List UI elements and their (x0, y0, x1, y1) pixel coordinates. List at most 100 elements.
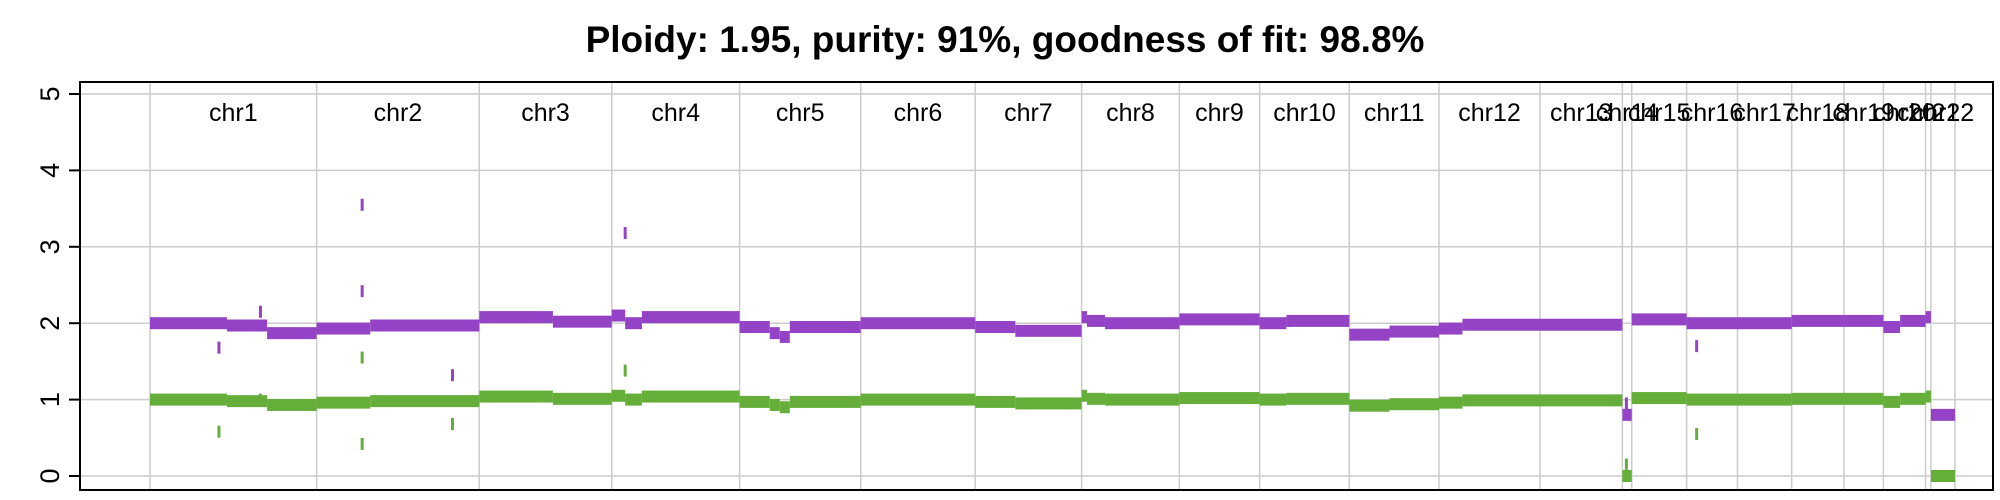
total-cn-segment (552, 315, 612, 328)
minor-cn-segment (1843, 392, 1884, 405)
minor-cn-outlier-mark (1695, 427, 1699, 440)
y-tick-label: 3 (35, 239, 65, 254)
chromosome-label: chr20 (1873, 99, 1936, 127)
minor-cn-segment (1631, 392, 1687, 405)
minor-cn-segment (226, 395, 268, 408)
total-cn-outlier-mark (451, 369, 455, 382)
total-cn-segment (1925, 311, 1931, 324)
total-cn-segment (1349, 328, 1390, 341)
chromosome-label: chr13 (1550, 99, 1613, 127)
chromosome-label: chr2 (374, 99, 423, 127)
chromosome-label: chr16 (1681, 99, 1744, 127)
total-cn-segment (625, 317, 642, 330)
minor-cn-outlier-mark (451, 418, 455, 431)
chart-title: Ploidy: 1.95, purity: 91%, goodness of f… (586, 19, 1425, 60)
total-cn-segment (150, 317, 227, 330)
total-cn-segment (1438, 322, 1463, 335)
total-cn-segment (1105, 317, 1180, 330)
total-cn-segment (267, 327, 317, 340)
minor-cn-segment (975, 395, 1016, 408)
total-cn-segment (370, 319, 480, 332)
total-cn-segment (1015, 324, 1082, 337)
axis-layer: 0 1 2 3 4 5 (35, 81, 1994, 491)
total-cn-segment (1930, 408, 1955, 421)
minor-cn-segment (1081, 389, 1087, 402)
y-tick-label: 4 (35, 163, 65, 178)
total-cn-outlier-mark (623, 227, 627, 240)
total-cn-outlier-mark (360, 285, 364, 298)
minor-cn-segment (1086, 392, 1106, 405)
chromosome-label: chr18 (1787, 99, 1850, 127)
total-cn-segment (1540, 318, 1623, 331)
minor-cn-outlier-mark (258, 393, 262, 406)
minor-cn-segment (1930, 470, 1955, 482)
total-cn-segment (611, 309, 626, 322)
total-cn-segment (860, 317, 976, 330)
total-cn-segment (1900, 314, 1926, 327)
minor-cn-segment (1462, 394, 1541, 407)
minor-cn-segment (1438, 396, 1463, 409)
minor-cn-segment (1286, 392, 1350, 405)
chromosome-label: chr6 (894, 99, 943, 127)
plot-frame (79, 81, 1994, 491)
total-cn-segment (1791, 314, 1844, 327)
chromosome-label: chr9 (1195, 99, 1244, 127)
minor-cn-segment (1883, 395, 1901, 408)
y-tick-label: 0 (35, 468, 65, 483)
minor-cn-segment (611, 389, 626, 402)
total-cn-segment (779, 330, 790, 343)
total-cn-outlier-mark (1624, 397, 1628, 410)
y-tick-label: 5 (35, 86, 65, 101)
chromosome-label: chr10 (1273, 99, 1336, 127)
total-cn-segment (1081, 311, 1087, 324)
chromosome-label: chr22 (1912, 99, 1975, 127)
total-cn-segment (1389, 325, 1439, 338)
total-cn-segment (1686, 317, 1738, 330)
minor-cn-outlier-mark (623, 364, 627, 377)
total-cn-segment (1259, 317, 1287, 330)
total-cn-segment (1286, 314, 1350, 327)
minor-cn-segment (860, 393, 976, 406)
total-cn-outlier-mark (1695, 340, 1699, 353)
chromosome-label: chr11 (1364, 99, 1425, 127)
chromosome-label: chr3 (521, 99, 570, 127)
chromosome-label: chr7 (1004, 99, 1053, 127)
minor-cn-segment (1389, 398, 1439, 411)
total-cn-segment (226, 319, 268, 332)
total-cn-outlier-mark (258, 305, 262, 318)
minor-cn-segment (625, 393, 642, 406)
total-cn-segment (1086, 314, 1106, 327)
total-cn-segment (769, 327, 780, 340)
minor-cn-segment (316, 396, 371, 409)
minor-cn-segment (1015, 397, 1082, 410)
minor-cn-segment (1737, 393, 1792, 406)
minor-cn-segment (1925, 390, 1931, 403)
chromosome-label: chr12 (1458, 99, 1521, 127)
chromosome-label: chr5 (776, 99, 825, 127)
chromosome-label-layer: chr1 chr2 chr3 chr4 chr5 chr6 chr7 chr8 chr9 chr1… (209, 99, 1974, 127)
total-cn-segment (1883, 321, 1901, 334)
minor-cn-segment (1259, 393, 1287, 406)
minor-cn-segment (150, 393, 227, 406)
minor-cn-segment (739, 395, 770, 408)
minor-cn-segment (552, 392, 612, 405)
minor-cn-segment (641, 390, 740, 403)
minor-cn-segment (779, 401, 790, 414)
minor-cn-segment (479, 390, 553, 403)
chromosome-label: chr19 (1832, 99, 1895, 127)
minor-cn-segment (267, 398, 317, 411)
minor-cn-segment (1686, 393, 1738, 406)
y-tick-label: 2 (35, 316, 65, 331)
minor-cn-segment (1540, 394, 1623, 407)
series-layer (150, 198, 1955, 482)
total-cn-segment (1737, 317, 1792, 330)
minor-cn-outlier-mark (360, 437, 364, 450)
total-cn-segment (739, 321, 770, 334)
total-cn-segment (479, 311, 553, 324)
total-cn-segment (1462, 318, 1541, 331)
minor-cn-segment (370, 395, 480, 408)
minor-cn-segment (1349, 399, 1390, 412)
minor-cn-segment (789, 395, 861, 408)
